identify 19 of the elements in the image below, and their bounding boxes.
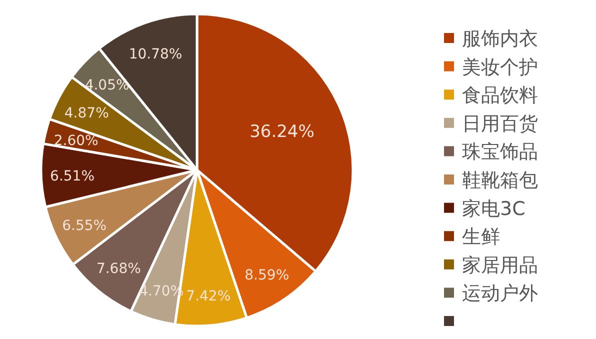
data-label: 36.24% (250, 122, 314, 142)
legend-label: 鞋靴箱包 (462, 170, 538, 192)
legend-label: 珠宝饰品 (462, 141, 538, 164)
legend-label: 日用百货 (462, 112, 538, 135)
data-label: 6.55% (62, 218, 107, 234)
legend-label: 运动户外 (462, 282, 538, 305)
legend-label: 美妆个护 (462, 56, 538, 78)
legend-label: 家居用品 (462, 254, 538, 276)
data-label: 10.78% (128, 46, 182, 62)
data-label: 7.68% (96, 261, 141, 278)
data-label: 6.51% (50, 168, 95, 184)
data-label: 4.87% (64, 106, 109, 122)
legend-label: 生鲜 (462, 226, 500, 248)
data-label: 8.59% (244, 267, 290, 284)
data-label: 2.60% (54, 132, 98, 149)
legend-label: 服饰内衣 (462, 28, 538, 50)
data-label: 7.42% (186, 288, 231, 304)
legend-label: 食品饮料 (462, 84, 538, 107)
legend-label: 家电3C (462, 198, 526, 220)
